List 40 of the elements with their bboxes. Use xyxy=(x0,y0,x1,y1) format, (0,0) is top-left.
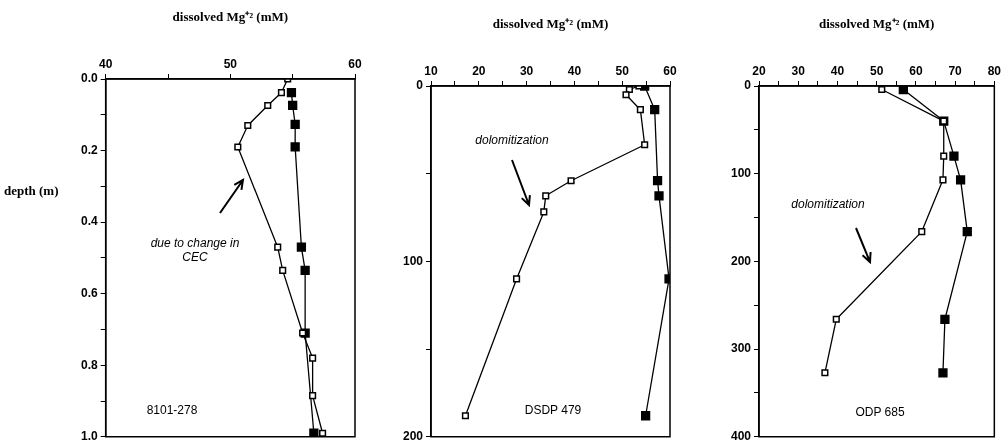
y-tick-label: 300 xyxy=(730,341,752,356)
x-tick-label: 50 xyxy=(869,64,884,79)
x-tick-label: 60 xyxy=(663,64,677,79)
x-tick-label: 40 xyxy=(830,64,845,79)
x-tick-label: 80 xyxy=(987,64,1002,79)
annotation: due to change in CEC xyxy=(149,236,241,264)
x-tick-label: 20 xyxy=(472,64,486,79)
y-tick-label: 200 xyxy=(730,253,752,268)
x-axis-title: dissolved Mg⁺² (mM) xyxy=(492,16,609,32)
x-tick-label: 50 xyxy=(223,57,238,72)
y-tick-label: 400 xyxy=(730,429,752,444)
x-tick-label: 60 xyxy=(348,57,362,72)
y-tick-label: 0 xyxy=(416,78,424,93)
y-tick-label: 100 xyxy=(402,253,424,268)
y-tick-label: 0 xyxy=(744,78,752,93)
annotation: 8101-278 xyxy=(145,403,199,417)
annotation: DSDP 479 xyxy=(523,403,583,417)
y-axis-title: depth (m) xyxy=(4,183,59,199)
y-tick-label: 100 xyxy=(730,166,752,181)
x-tick-label: 50 xyxy=(615,64,630,79)
x-tick-label: 20 xyxy=(752,64,767,79)
x-axis-title: dissolved Mg⁺² (mM) xyxy=(172,9,289,25)
y-tick-label: 200 xyxy=(402,429,424,444)
x-tick-label: 30 xyxy=(791,64,806,79)
x-tick-label: 40 xyxy=(99,57,113,72)
y-tick-label: 0.8 xyxy=(80,357,98,372)
y-tick-label: 0.2 xyxy=(80,142,98,157)
annotation: dolomitization xyxy=(790,197,866,211)
x-axis-title: dissolved Mg⁺² (mM) xyxy=(818,16,935,32)
y-tick-label: 0.0 xyxy=(80,71,98,86)
x-tick-label: 60 xyxy=(909,64,923,79)
x-tick-label: 70 xyxy=(948,64,963,79)
annotation: ODP 685 xyxy=(854,405,906,419)
x-tick-label: 40 xyxy=(567,64,582,79)
y-tick-label: 1.0 xyxy=(80,429,98,444)
x-tick-label: 30 xyxy=(519,64,534,79)
y-tick-label: 0.6 xyxy=(80,285,98,300)
annotation: dolomitization xyxy=(474,133,550,147)
x-tick-label: 10 xyxy=(424,64,439,79)
y-tick-label: 0.4 xyxy=(80,214,98,229)
